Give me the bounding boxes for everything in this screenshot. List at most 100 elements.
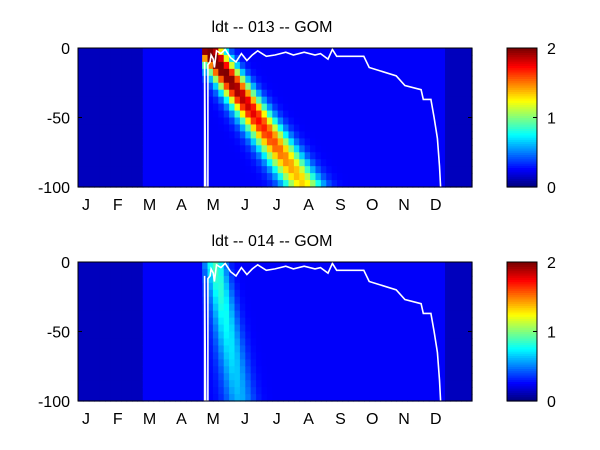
heatmap-cell xyxy=(283,338,290,346)
heatmap-cell xyxy=(401,352,408,360)
heatmap-cell xyxy=(277,173,284,181)
heatmap-cell xyxy=(256,317,263,326)
x-tick-label: J xyxy=(82,197,90,214)
heatmap-cell xyxy=(256,82,263,91)
heatmap-cell xyxy=(99,268,106,277)
heatmap-cell xyxy=(353,75,360,84)
heatmap-cell xyxy=(288,173,295,181)
heatmap-cell xyxy=(466,68,473,77)
heatmap-cell xyxy=(110,345,117,353)
heatmap-cell xyxy=(412,180,419,188)
heatmap-cell xyxy=(288,268,295,277)
heatmap-cell xyxy=(169,394,176,402)
heatmap-cell xyxy=(115,282,122,291)
heatmap-cell xyxy=(142,138,149,146)
heatmap-cell xyxy=(180,303,187,312)
heatmap-cell xyxy=(450,180,457,188)
x-tick-label: A xyxy=(303,197,314,214)
heatmap-cell xyxy=(423,366,430,374)
heatmap-cell xyxy=(137,96,144,105)
heatmap-cell xyxy=(288,103,295,112)
heatmap-cell xyxy=(358,61,365,70)
heatmap-cell xyxy=(283,138,290,146)
heatmap-cell xyxy=(364,394,371,402)
heatmap-cell xyxy=(110,331,117,340)
heatmap-cell xyxy=(196,345,203,353)
heatmap-cell xyxy=(310,48,317,56)
heatmap-cell xyxy=(78,61,84,70)
heatmap-cell xyxy=(288,380,295,388)
heatmap-cell xyxy=(104,373,111,381)
heatmap-cell xyxy=(180,310,187,319)
heatmap-cell xyxy=(331,180,338,188)
heatmap-cell xyxy=(250,103,257,112)
heatmap-cell xyxy=(450,82,457,91)
heatmap-cell xyxy=(358,373,365,381)
colorbar-tick-label: 2 xyxy=(547,255,556,272)
heatmap-cell xyxy=(180,380,187,388)
heatmap-cell xyxy=(428,324,435,333)
heatmap-cell xyxy=(315,180,322,188)
heatmap-cell xyxy=(212,117,219,126)
heatmap-cell xyxy=(175,82,182,91)
heatmap-cell xyxy=(229,324,236,333)
heatmap-cell xyxy=(396,138,403,146)
heatmap-cell xyxy=(445,352,452,360)
heatmap-cell xyxy=(439,152,446,160)
heatmap-cell xyxy=(229,331,236,340)
heatmap-cell xyxy=(439,173,446,181)
heatmap-cell xyxy=(466,166,473,174)
heatmap-cell xyxy=(88,48,95,56)
heatmap-cell xyxy=(158,75,165,84)
heatmap-cell xyxy=(396,380,403,388)
heatmap-cell xyxy=(131,373,138,381)
heatmap-cell xyxy=(353,296,360,305)
x-tick-label: J xyxy=(241,197,249,214)
heatmap-cell xyxy=(380,159,387,167)
heatmap-cell xyxy=(212,166,219,174)
heatmap-cell xyxy=(380,54,387,63)
heatmap-cell xyxy=(272,117,279,126)
heatmap-cell xyxy=(283,110,290,119)
heatmap-cell xyxy=(153,310,160,319)
heatmap-cell xyxy=(126,96,133,105)
heatmap-cell xyxy=(331,61,338,70)
heatmap-cell xyxy=(142,331,149,340)
heatmap-cell xyxy=(223,317,230,326)
heatmap-cell xyxy=(256,152,263,160)
heatmap-cell xyxy=(320,61,327,70)
heatmap-cell xyxy=(347,138,354,146)
heatmap-cell xyxy=(104,54,111,63)
heatmap-cell xyxy=(401,345,408,353)
heatmap-cell xyxy=(428,303,435,312)
heatmap-cell xyxy=(229,68,236,77)
heatmap-cell xyxy=(293,303,300,312)
heatmap-cell xyxy=(191,103,198,112)
heatmap-cell xyxy=(364,89,371,98)
heatmap-cell xyxy=(115,131,122,139)
heatmap-cell xyxy=(288,282,295,291)
heatmap-cell xyxy=(347,296,354,305)
heatmap-cell xyxy=(110,131,117,139)
heatmap-cell xyxy=(83,110,90,119)
heatmap-cell xyxy=(374,338,381,346)
heatmap-cell xyxy=(304,124,311,132)
heatmap-cell xyxy=(94,282,101,291)
heatmap-cell xyxy=(153,54,160,63)
heatmap-cell xyxy=(94,61,101,70)
heatmap-cell xyxy=(391,82,398,91)
heatmap-cell xyxy=(104,289,111,298)
heatmap-cell xyxy=(310,359,317,367)
heatmap-cell xyxy=(293,317,300,326)
heatmap-cell xyxy=(380,394,387,402)
heatmap-cell xyxy=(256,131,263,139)
heatmap-cell xyxy=(153,317,160,326)
heatmap-cell xyxy=(412,387,419,395)
heatmap-cell xyxy=(396,173,403,181)
heatmap-cell xyxy=(164,180,171,188)
heatmap-cell xyxy=(121,289,128,298)
heatmap-cell xyxy=(461,152,468,160)
heatmap-cell xyxy=(131,159,138,167)
heatmap-cell xyxy=(158,373,165,381)
heatmap-cell xyxy=(299,262,306,270)
